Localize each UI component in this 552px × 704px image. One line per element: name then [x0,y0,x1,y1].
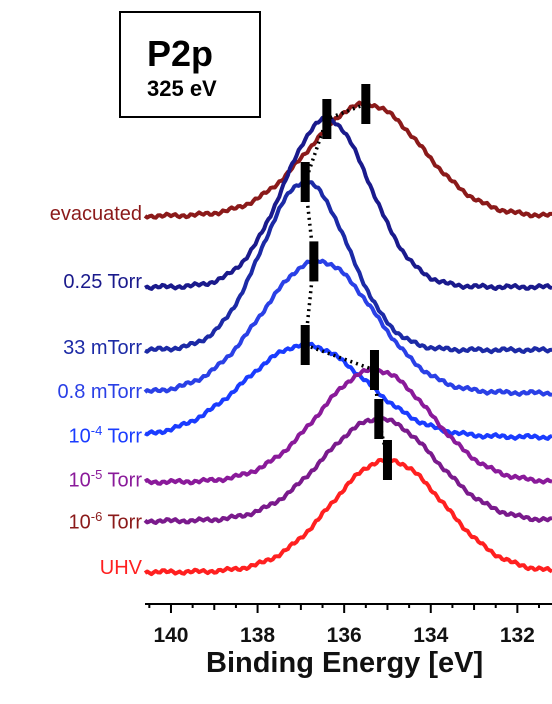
peak-marker [369,350,379,390]
label-1e-5-unit: Torr [102,469,142,492]
label-evacuated: evacuated [49,203,142,225]
peak-marker [300,162,310,202]
peak-marker [300,325,310,365]
label-0-8-mtorr: 0.8 mTorr [57,381,142,403]
x-tick-label: 136 [327,624,362,647]
x-axis: 140 138 136 134 132 [145,603,552,647]
peak-marker [382,440,392,480]
peak-connector [303,261,316,346]
peak-connector [304,343,376,372]
x-tick-label: 132 [500,624,535,647]
label-1e-4-torr: 10-4 Torr [69,423,142,449]
peak-marker [309,241,319,282]
x-tick-label: 134 [413,624,448,647]
trace-0-8-mtorr [143,257,552,397]
label-33-mtorr: 33 mTorr [63,337,142,359]
label-1e-5-torr: 10-5 Torr [69,467,142,493]
trace-uhv [143,455,552,577]
x-axis-title: Binding Energy [eV] [206,647,484,679]
trace-10-6-torr [143,416,552,525]
label-1e-4-exp: -4 [90,423,103,438]
chart-subtitle: 325 eV [147,76,217,101]
label-1e-6-torr: 10-6 Torr [69,509,142,535]
peak-connector [326,102,367,121]
label-1e-5-base: 10 [68,469,91,492]
trace-10-4-torr [144,341,552,441]
peak-marker [322,99,332,139]
label-1e-6-unit: Torr [102,511,142,534]
label-uhv: UHV [99,557,142,579]
label-1e-4-base: 10 [68,425,91,448]
title-box: P2p 325 eV [119,11,261,118]
label-1e-6-base: 10 [68,511,91,534]
label-1e-6-exp: -6 [90,509,103,524]
trace-0-25-torr [144,115,552,291]
trace-evacuated [143,100,552,220]
label-1e-5-exp: -5 [90,467,103,482]
label-1e-4-unit: Torr [102,425,142,448]
spectra-traces [143,100,552,577]
peak-marker [374,399,384,439]
trace-33-mtorr [144,179,552,355]
trace-10-5-torr [143,367,552,486]
x-tick-label: 140 [153,624,188,647]
peak-marker [361,84,371,124]
chart-title: P2p [147,33,214,74]
peak-markers [300,84,392,480]
label-0-25-torr: 0.25 Torr [63,271,142,293]
x-tick-label: 138 [240,624,275,647]
peak-connector [372,369,381,420]
